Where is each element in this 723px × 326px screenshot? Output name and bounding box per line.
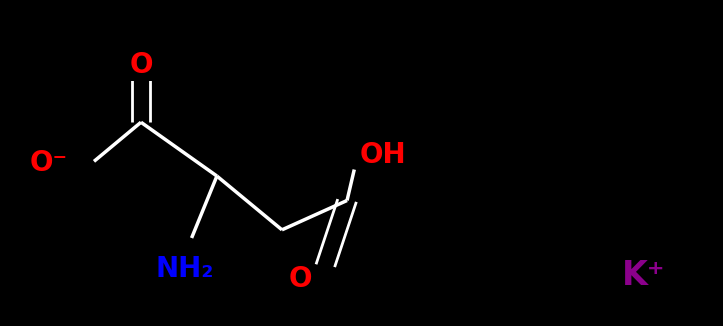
Text: K⁺: K⁺ xyxy=(622,259,665,292)
Text: O: O xyxy=(288,265,312,293)
Text: O: O xyxy=(129,51,153,79)
Text: NH₂: NH₂ xyxy=(155,255,213,283)
Text: OH: OH xyxy=(360,141,406,169)
Text: O⁻: O⁻ xyxy=(30,149,68,177)
